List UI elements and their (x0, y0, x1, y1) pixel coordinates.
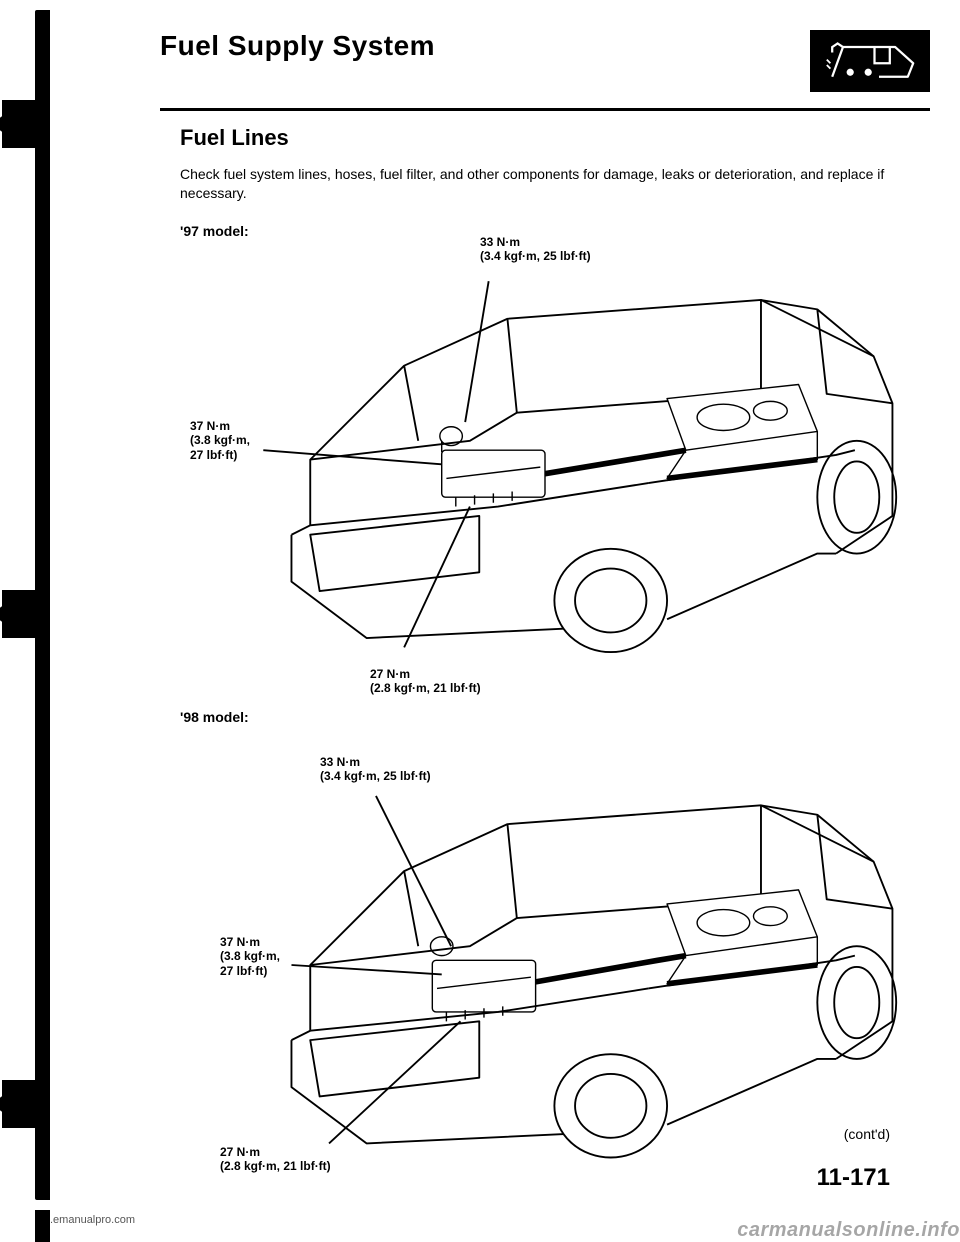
section-title: Fuel Lines (180, 125, 930, 151)
model-98-label: '98 model: (180, 709, 930, 725)
watermark: carmanualsonline.info (737, 1219, 960, 1242)
vehicle-diagram-97 (160, 239, 930, 699)
vehicle-diagram-98 (160, 725, 930, 1205)
page: Fuel Supply System Fuel Lines Check fuel… (50, 0, 960, 1242)
binder-hole-bot (2, 1080, 50, 1128)
diagram-98: 33 N·m (3.4 kgf·m, 25 lbf·ft) 37 N·m (3.… (160, 725, 930, 1205)
binder-hole-top (2, 100, 50, 148)
diagram-97: 33 N·m (3.4 kgf·m, 25 lbf·ft) 37 N·m (3.… (160, 239, 930, 699)
chapter-title: Fuel Supply System (160, 30, 435, 62)
page-number: 11-171 (817, 1164, 890, 1192)
contd-label: (cont'd) (844, 1126, 890, 1142)
fuel-system-icon (810, 30, 930, 92)
header-rule (160, 108, 930, 111)
header-row: Fuel Supply System (160, 30, 930, 102)
content-area: Fuel Supply System Fuel Lines Check fuel… (160, 30, 930, 1222)
binder-hole-mid (2, 590, 50, 638)
body-text: Check fuel system lines, hoses, fuel fil… (180, 165, 910, 203)
footer-source: .emanualpro.com (50, 1214, 135, 1226)
